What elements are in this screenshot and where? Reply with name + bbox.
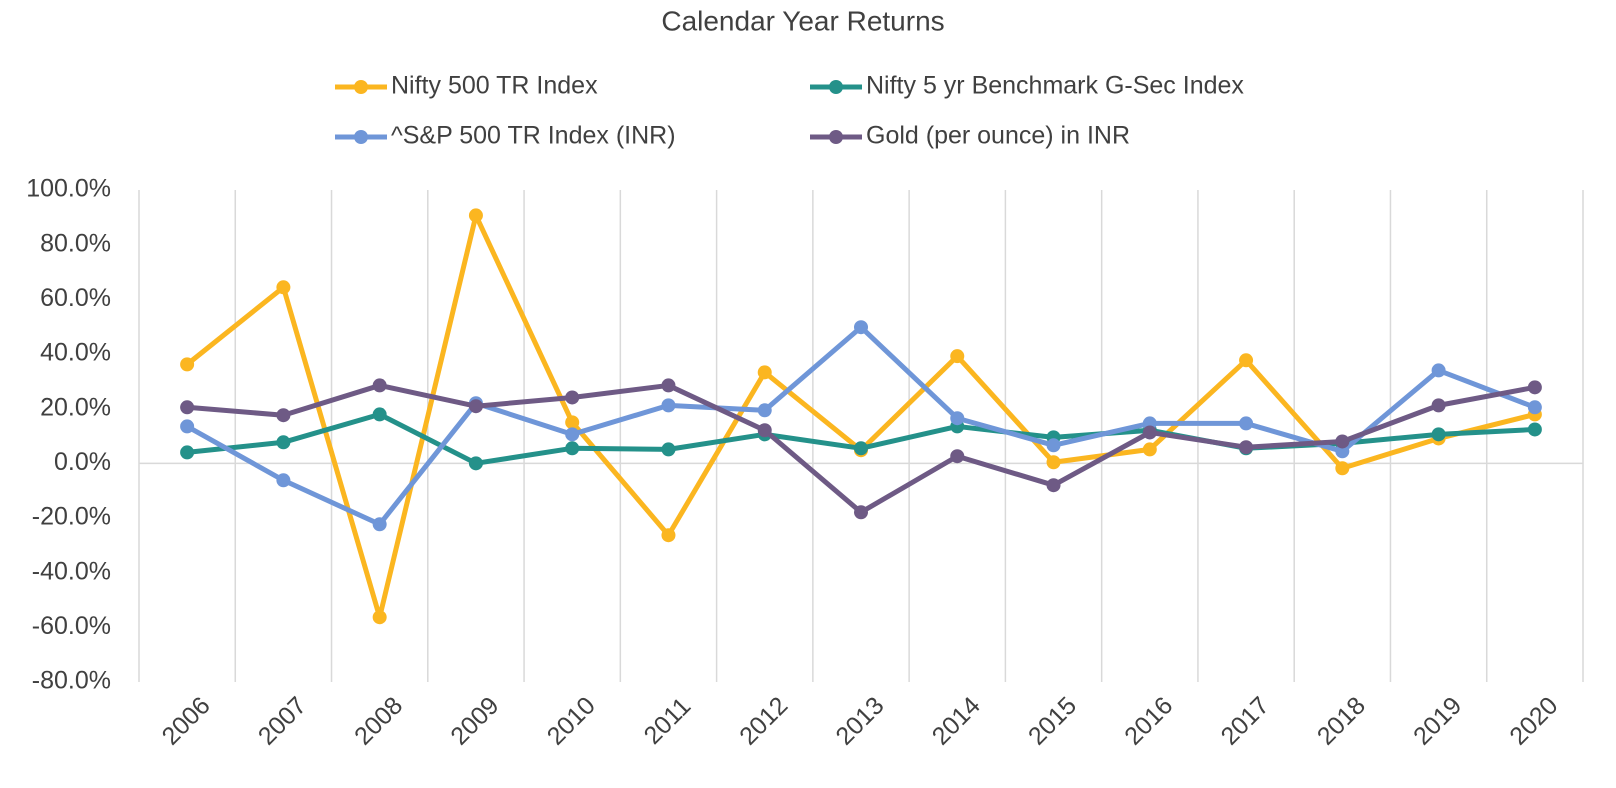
legend-label: Gold (per ounce) in INR xyxy=(866,122,1130,150)
data-point xyxy=(372,610,387,625)
y-tick-label: -40.0% xyxy=(32,557,111,585)
data-point xyxy=(565,390,580,405)
data-point xyxy=(180,400,195,415)
data-point xyxy=(372,517,387,532)
x-tick-label: 2012 xyxy=(734,691,793,750)
y-tick-label: -60.0% xyxy=(32,612,111,640)
data-point xyxy=(757,423,772,438)
data-point xyxy=(1239,353,1254,368)
data-point xyxy=(950,411,965,426)
legend-label: ^S&P 500 TR Index (INR) xyxy=(391,122,676,150)
data-point xyxy=(1142,425,1157,440)
data-point xyxy=(1527,422,1542,437)
data-point xyxy=(661,378,676,393)
data-point xyxy=(276,435,291,450)
data-point xyxy=(276,280,291,295)
data-point xyxy=(1335,461,1350,476)
x-tick-label: 2013 xyxy=(830,691,889,750)
data-point xyxy=(1142,442,1157,457)
data-point xyxy=(1046,478,1061,493)
data-point xyxy=(1239,440,1254,455)
data-point xyxy=(1046,438,1061,453)
x-tick-label: 2014 xyxy=(927,691,986,750)
data-point xyxy=(950,449,965,464)
data-point xyxy=(276,473,291,488)
data-point xyxy=(1335,434,1350,449)
data-point xyxy=(661,398,676,413)
y-tick-label: 60.0% xyxy=(40,284,111,312)
chart-title: Calendar Year Returns xyxy=(661,5,944,36)
data-point xyxy=(468,399,483,414)
data-point xyxy=(854,441,868,456)
data-point xyxy=(1046,455,1061,470)
data-point xyxy=(757,403,772,418)
x-tick-label: 2019 xyxy=(1408,691,1467,750)
data-point xyxy=(180,445,195,460)
data-point xyxy=(1431,363,1446,378)
legend-marker xyxy=(829,80,843,94)
data-point xyxy=(468,208,483,223)
data-point xyxy=(661,442,676,457)
x-tick-label: 2007 xyxy=(253,691,312,750)
x-tick-label: 2018 xyxy=(1312,691,1371,750)
data-point xyxy=(276,408,291,423)
data-point xyxy=(372,378,387,393)
data-point xyxy=(565,415,580,430)
data-point xyxy=(661,528,676,543)
data-point xyxy=(854,320,868,335)
x-tick-label: 2010 xyxy=(542,691,601,750)
data-point xyxy=(854,505,868,520)
legend-marker xyxy=(354,80,368,94)
series-line xyxy=(185,212,1536,620)
data-point xyxy=(1335,444,1350,459)
data-point xyxy=(565,427,580,442)
y-tick-label: -20.0% xyxy=(32,503,111,531)
x-tick-label: 2017 xyxy=(1216,691,1275,750)
x-tick-label: 2009 xyxy=(445,691,504,750)
data-point xyxy=(1239,416,1254,431)
data-point xyxy=(950,349,965,364)
x-tick-label: 2020 xyxy=(1504,691,1563,750)
data-point xyxy=(1431,398,1446,413)
legend-marker xyxy=(829,130,843,144)
data-point xyxy=(180,419,195,434)
y-tick-label: 80.0% xyxy=(40,229,111,257)
x-tick-label: 2008 xyxy=(349,691,408,750)
x-tick-label: 2011 xyxy=(639,692,697,750)
data-point xyxy=(565,441,580,456)
legend-label: Nifty 5 yr Benchmark G-Sec Index xyxy=(866,72,1244,100)
data-point xyxy=(757,365,772,380)
data-point xyxy=(372,407,387,422)
x-tick-label: 2016 xyxy=(1119,691,1178,750)
y-tick-label: 40.0% xyxy=(40,339,111,367)
data-point xyxy=(1527,380,1542,395)
x-tick-label: 2006 xyxy=(157,691,216,750)
y-tick-label: -80.0% xyxy=(32,667,111,695)
data-point xyxy=(1527,400,1542,415)
legend-marker xyxy=(354,130,368,144)
data-point xyxy=(1431,427,1446,442)
data-point xyxy=(468,456,483,471)
data-point xyxy=(180,357,195,372)
series-line xyxy=(185,324,1536,527)
y-tick-label: 0.0% xyxy=(54,448,111,476)
y-tick-label: 20.0% xyxy=(40,393,111,421)
y-tick-label: 100.0% xyxy=(26,175,111,203)
x-tick-label: 2015 xyxy=(1023,691,1082,750)
legend-label: Nifty 500 TR Index xyxy=(391,72,598,100)
